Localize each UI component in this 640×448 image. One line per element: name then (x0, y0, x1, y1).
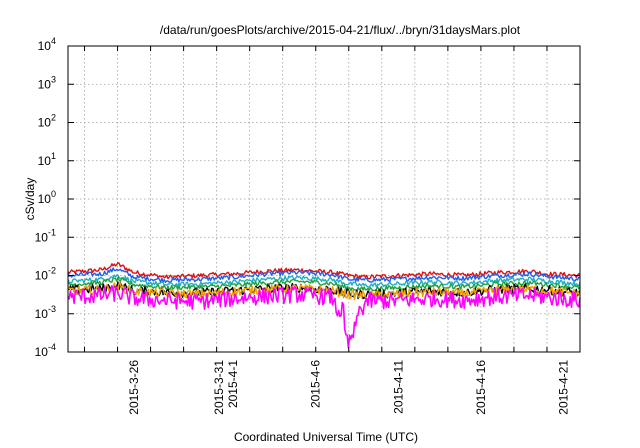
y-tick-labels: 10-4 10-3 10-2 10-1 100 101 102 103 104 (35, 36, 56, 359)
series-line-2 (67, 267, 581, 283)
series-line-4 (67, 276, 581, 292)
y-tick-label: 102 (38, 113, 56, 130)
x-tick-label: 2015-4-21 (556, 360, 570, 415)
series-line-3 (67, 274, 581, 288)
series-line-1 (67, 261, 581, 280)
y-tick-label: 10-2 (35, 266, 56, 283)
grid (68, 46, 580, 352)
x-tick-label: 2015-3-31 (212, 360, 226, 415)
x-tick-label: 2015-4-1 (226, 360, 240, 408)
x-tick-label: 2015-4-11 (391, 360, 405, 414)
axis-ticks (68, 45, 580, 353)
y-tick-label: 101 (38, 151, 56, 168)
chart-title: /data/run/goesPlots/archive/2015-04-21/f… (160, 23, 521, 37)
y-tick-label: 10-3 (35, 304, 56, 321)
series-line-7 (67, 285, 581, 349)
y-tick-label: 104 (38, 36, 56, 53)
x-tick-label: 2015-3-26 (127, 360, 141, 415)
y-axis-label: cSv/day (23, 178, 37, 221)
series-lines (67, 261, 581, 349)
x-tick-labels: 2015-3-26 2015-3-31 2015-4-1 2015-4-6 2015-4… (127, 360, 570, 415)
y-tick-label: 100 (38, 189, 56, 206)
y-tick-label: 10-4 (35, 342, 56, 359)
y-tick-label: 10-1 (35, 227, 56, 244)
x-axis-label: Coordinated Universal Time (UTC) (234, 430, 418, 444)
x-tick-label: 2015-4-6 (309, 360, 323, 408)
y-tick-label: 103 (38, 74, 56, 91)
x-tick-label: 2015-4-16 (474, 360, 488, 415)
